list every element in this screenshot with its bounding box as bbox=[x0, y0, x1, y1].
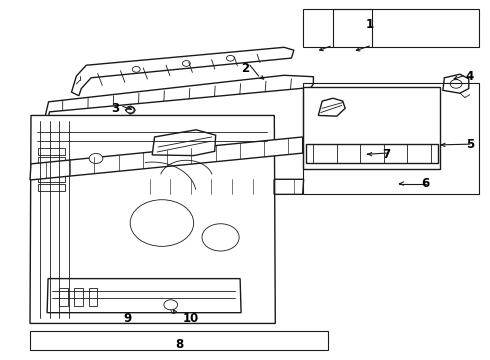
Text: 6: 6 bbox=[422, 177, 430, 190]
Polygon shape bbox=[72, 47, 294, 96]
Circle shape bbox=[172, 183, 181, 190]
FancyBboxPatch shape bbox=[38, 166, 65, 173]
Text: 5: 5 bbox=[466, 138, 474, 150]
Text: 4: 4 bbox=[466, 69, 474, 82]
Polygon shape bbox=[306, 144, 438, 163]
Polygon shape bbox=[303, 87, 441, 169]
FancyBboxPatch shape bbox=[74, 288, 83, 306]
Circle shape bbox=[182, 60, 190, 66]
Text: 2: 2 bbox=[241, 62, 249, 75]
Polygon shape bbox=[152, 130, 216, 156]
Circle shape bbox=[152, 183, 162, 190]
Polygon shape bbox=[125, 106, 135, 114]
Polygon shape bbox=[318, 98, 345, 116]
Polygon shape bbox=[30, 137, 303, 180]
FancyBboxPatch shape bbox=[30, 330, 328, 350]
FancyBboxPatch shape bbox=[38, 157, 65, 164]
Circle shape bbox=[191, 183, 201, 190]
FancyBboxPatch shape bbox=[59, 288, 68, 306]
FancyBboxPatch shape bbox=[38, 184, 65, 191]
Circle shape bbox=[202, 224, 239, 251]
Text: 9: 9 bbox=[123, 311, 132, 325]
Text: 1: 1 bbox=[366, 18, 374, 31]
Circle shape bbox=[164, 300, 177, 310]
Polygon shape bbox=[143, 179, 304, 194]
Polygon shape bbox=[443, 74, 469, 93]
Circle shape bbox=[89, 153, 103, 163]
Circle shape bbox=[132, 67, 140, 72]
Text: 10: 10 bbox=[183, 311, 199, 325]
Circle shape bbox=[126, 107, 134, 113]
Polygon shape bbox=[47, 279, 241, 313]
Circle shape bbox=[226, 55, 234, 61]
Circle shape bbox=[130, 200, 194, 246]
Polygon shape bbox=[45, 75, 314, 123]
FancyBboxPatch shape bbox=[38, 148, 65, 155]
Text: 3: 3 bbox=[111, 102, 120, 115]
FancyBboxPatch shape bbox=[89, 288, 98, 306]
Polygon shape bbox=[30, 116, 275, 323]
FancyBboxPatch shape bbox=[38, 175, 65, 182]
Circle shape bbox=[450, 80, 462, 88]
Text: 8: 8 bbox=[175, 338, 183, 351]
Text: 7: 7 bbox=[383, 148, 391, 161]
FancyBboxPatch shape bbox=[303, 9, 479, 47]
Circle shape bbox=[211, 183, 220, 190]
